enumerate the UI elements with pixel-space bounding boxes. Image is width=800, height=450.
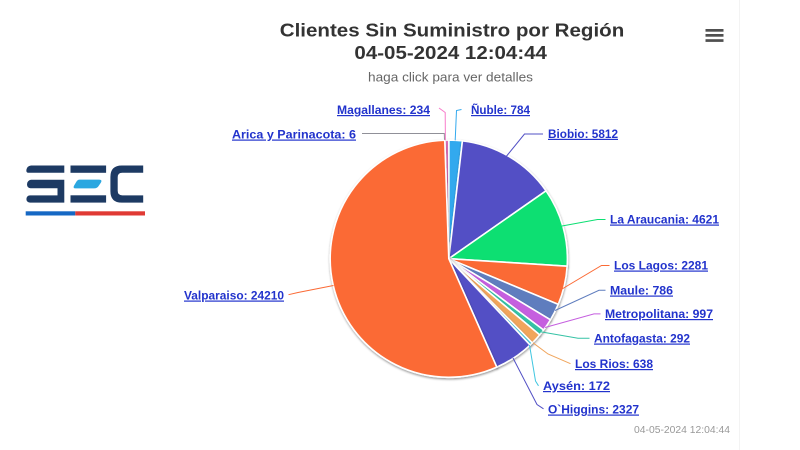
- svg-text:Maule: 786: Maule: 786: [610, 284, 673, 298]
- svg-text:Metropolitana: 997: Metropolitana: 997: [605, 307, 713, 321]
- svg-text:O`Higgins: 2327: O`Higgins: 2327: [548, 403, 639, 417]
- svg-text:04-05-2024 12:04:44: 04-05-2024 12:04:44: [634, 425, 730, 436]
- svg-text:La Araucania: 4621: La Araucania: 4621: [610, 213, 719, 227]
- svg-text:Ñuble: 784: Ñuble: 784: [471, 102, 530, 117]
- svg-text:Los Rios: 638: Los Rios: 638: [575, 357, 653, 371]
- svg-text:haga click para ver detalles: haga click para ver detalles: [368, 71, 533, 85]
- svg-text:Clientes Sin Suministro por Re: Clientes Sin Suministro por Región: [280, 20, 625, 41]
- svg-text:Aysén: 172: Aysén: 172: [543, 379, 610, 393]
- svg-text:Arica y Parinacota: 6: Arica y Parinacota: 6: [232, 128, 356, 142]
- svg-text:Los Lagos: 2281: Los Lagos: 2281: [614, 259, 708, 273]
- svg-text:Antofagasta: 292: Antofagasta: 292: [594, 332, 690, 346]
- svg-text:04-05-2024 12:04:44: 04-05-2024 12:04:44: [354, 42, 547, 63]
- svg-text:Valparaiso: 24210: Valparaiso: 24210: [184, 289, 284, 303]
- svg-text:Magallanes: 234: Magallanes: 234: [337, 103, 430, 117]
- svg-text:Biobio: 5812: Biobio: 5812: [548, 127, 618, 141]
